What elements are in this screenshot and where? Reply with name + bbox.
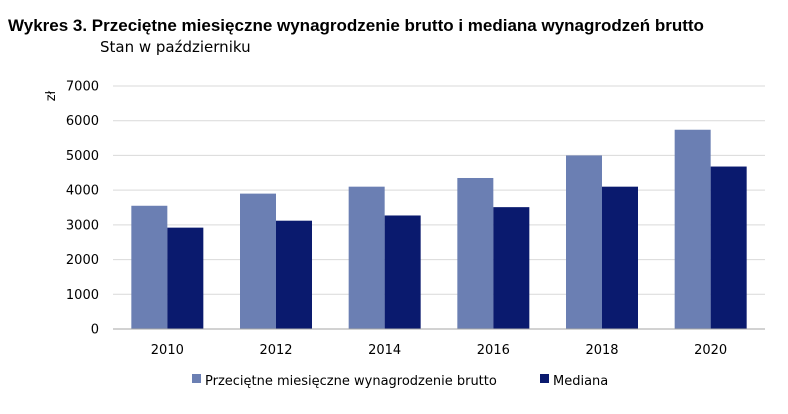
bar-median-2016: [493, 207, 530, 329]
chart-subtitle: Stan w październiku: [100, 38, 251, 56]
bar-average-2012: [240, 193, 276, 329]
legend: Przeciętne miesięczne wynagrodzenie brut…: [192, 374, 608, 389]
y-tick-label: 2000: [66, 253, 99, 268]
x-tick-label: 2010: [151, 343, 184, 358]
chart-title: Wykres 3. Przeciętne miesięczne wynagrod…: [8, 16, 704, 35]
bar-average-2016: [457, 177, 494, 329]
y-tick-labels: 0 1000 2000 3000 4000 5000 6000 7000: [66, 80, 99, 338]
bar-median-2010: [167, 227, 204, 329]
legend-label: Mediana: [553, 374, 608, 389]
bars: [131, 129, 747, 329]
legend-swatch: [192, 374, 201, 383]
bar-average-2010: [131, 205, 168, 329]
y-tick-label: 1000: [66, 288, 99, 303]
y-axis-label: zł: [44, 90, 59, 101]
y-tick-label: 0: [91, 323, 99, 338]
legend-swatch: [540, 374, 549, 383]
gridlines: [113, 85, 765, 295]
x-tick-label: 2018: [585, 343, 618, 358]
y-tick-label: 5000: [66, 149, 99, 164]
y-tick-label: 7000: [66, 80, 99, 95]
y-tick-label: 6000: [66, 114, 99, 129]
y-tick-label: 3000: [66, 218, 99, 233]
x-tick-labels: 2010 2012 2014 2016 2018 2020: [151, 343, 727, 358]
x-tick-label: 2012: [259, 343, 292, 358]
y-tick-label: 4000: [66, 184, 99, 199]
x-tick-label: 2016: [477, 343, 510, 358]
x-tick-label: 2020: [694, 343, 727, 358]
bar-average-2014: [348, 186, 385, 329]
bar-median-2014: [384, 215, 421, 329]
bar-average-2020: [674, 129, 711, 329]
bar-median-2012: [276, 220, 312, 329]
bar-median-2018: [602, 186, 638, 329]
bar-median-2020: [710, 166, 747, 329]
legend-label: Przeciętne miesięczne wynagrodzenie brut…: [205, 374, 497, 389]
bar-average-2018: [566, 155, 602, 329]
x-tick-label: 2014: [368, 343, 401, 358]
